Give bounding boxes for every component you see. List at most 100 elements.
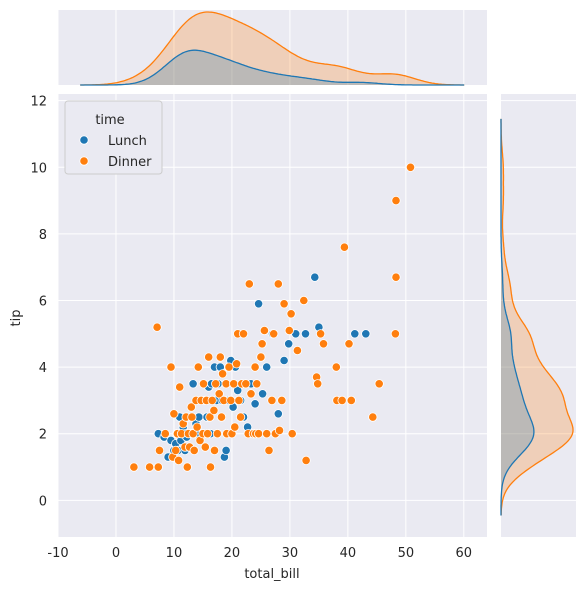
data-point-dinner: [229, 379, 239, 389]
data-point-dinner: [236, 412, 246, 422]
data-point-dinner: [216, 412, 227, 422]
data-point-dinner: [262, 429, 272, 439]
data-point-dinner: [313, 379, 323, 389]
data-point-dinner: [274, 425, 285, 435]
legend-box: [64, 100, 163, 175]
kde-line-dinner: [80, 11, 465, 86]
data-point-lunch: [257, 389, 268, 399]
data-point-dinner: [230, 422, 240, 432]
y-axis-label: tip: [9, 310, 24, 327]
data-point-dinner: [205, 462, 216, 472]
data-point-lunch: [284, 339, 294, 349]
y-tick-label: 10: [30, 161, 47, 176]
x-tick-label: 20: [224, 546, 241, 561]
data-point-dinner: [189, 445, 199, 455]
data-point-dinner: [259, 325, 269, 336]
data-point-dinner: [254, 429, 264, 439]
scatter-plot: -10 0 10 20 30 40 50 60 0 2 4 6 8 10 12: [30, 94, 487, 561]
data-point-dinner: [241, 379, 251, 389]
y-tick-label: 12: [30, 95, 47, 110]
legend-title: time: [95, 113, 124, 128]
data-point-dinner: [193, 362, 203, 372]
data-point-dinner: [232, 359, 242, 369]
data-point-dinner: [315, 329, 326, 339]
data-point-lunch: [233, 385, 243, 395]
data-point-dinner: [264, 445, 274, 455]
data-point-dinner: [154, 445, 165, 455]
data-point-lunch: [350, 329, 360, 339]
data-point-dinner: [244, 279, 254, 289]
data-point-dinner: [238, 329, 249, 339]
data-point-lunch: [221, 445, 231, 455]
data-point-lunch: [361, 329, 371, 339]
x-tick-label: 10: [166, 546, 183, 561]
data-point-lunch: [279, 355, 289, 366]
legend-label-lunch: Lunch: [108, 134, 147, 149]
y-tick-label: 0: [39, 494, 47, 509]
data-point-dinner: [390, 329, 400, 339]
data-point-dinner: [211, 379, 221, 389]
kde-fill-lunch: [80, 50, 465, 85]
data-point-dinner: [246, 389, 256, 399]
data-point-dinner: [267, 395, 277, 405]
kde-fill-dinner: [501, 118, 573, 516]
data-point-dinner: [175, 382, 185, 392]
data-point-dinner: [169, 409, 179, 419]
data-point-dinner: [214, 389, 224, 399]
data-point-dinner: [301, 455, 311, 465]
legend: time Lunch Dinner: [64, 100, 163, 175]
data-point-dinner: [391, 272, 401, 282]
data-point-dinner: [153, 462, 163, 472]
data-point-dinner: [207, 395, 217, 405]
data-point-dinner: [337, 395, 347, 405]
data-point-dinner: [273, 279, 283, 289]
data-point-dinner: [226, 395, 236, 405]
data-point-lunch: [310, 272, 320, 282]
data-point-dinner: [171, 445, 181, 455]
data-point-dinner: [339, 242, 349, 252]
data-point-dinner: [160, 429, 170, 439]
data-point-dinner: [221, 379, 231, 389]
data-point-dinner: [277, 395, 287, 405]
kde-line-lunch: [80, 49, 465, 86]
kde-line-dinner: [500, 118, 574, 516]
data-point-lunch: [188, 379, 198, 389]
data-point-dinner: [209, 405, 219, 415]
data-point-dinner: [287, 429, 297, 439]
data-point-dinner: [182, 462, 192, 472]
right-marginal-density-plot: [500, 94, 576, 537]
data-point-dinner: [192, 422, 202, 432]
legend-label-dinner: Dinner: [108, 155, 152, 170]
data-point-lunch: [273, 409, 283, 419]
data-point-dinner: [391, 196, 401, 206]
data-point-dinner: [344, 339, 354, 349]
data-point-dinner: [256, 352, 266, 362]
kde-line-lunch: [500, 118, 535, 516]
data-point-dinner: [286, 309, 296, 319]
data-point-dinner: [374, 379, 384, 389]
y-tick-label: 2: [39, 428, 47, 443]
data-point-dinner: [200, 442, 210, 452]
data-point-dinner: [186, 402, 196, 412]
data-point-dinner: [198, 379, 209, 389]
data-point-dinner: [218, 369, 228, 379]
data-point-dinner: [368, 412, 378, 422]
x-tick-label: 60: [456, 546, 473, 561]
y-tick-label: 6: [39, 295, 47, 310]
x-tick-label: 30: [282, 546, 299, 561]
data-point-dinner: [252, 379, 262, 389]
data-point-dinner: [331, 362, 341, 372]
x-tick-label: 50: [398, 546, 415, 561]
y-tick-label: 4: [39, 361, 47, 376]
data-point-dinner: [284, 325, 294, 336]
data-point-dinner: [129, 462, 139, 472]
data-point-dinner: [204, 352, 214, 362]
data-point-dinner: [145, 462, 155, 472]
x-tick-label: -10: [47, 546, 68, 561]
data-point-dinner: [346, 395, 356, 405]
data-point-lunch: [262, 362, 272, 372]
data-point-lunch: [254, 299, 264, 309]
legend-marker-lunch: [79, 135, 89, 145]
x-axis-label: total_bill: [244, 567, 299, 582]
